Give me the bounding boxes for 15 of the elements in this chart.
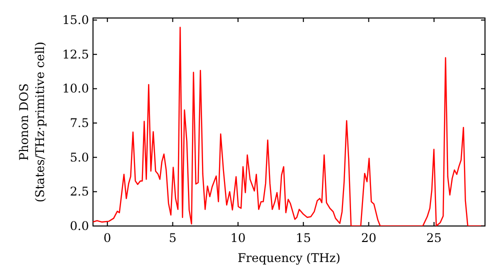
x-tick-label: 0 [104, 231, 112, 245]
y-tick-label: 2.5 [70, 184, 89, 199]
y-axis-title: Phonon DOS (States/THz·primitive cell) [17, 42, 47, 202]
y-tick-label: 12.5 [62, 47, 89, 62]
y-tick-label: 10.0 [62, 82, 89, 96]
y-tick-label: 15.0 [62, 13, 89, 28]
y-tick-label: 5.0 [70, 150, 89, 164]
x-tick-label: 15 [296, 231, 312, 245]
x-tick-label: 5 [168, 231, 177, 245]
x-tick-label: 20 [361, 231, 376, 245]
x-tick-label: 10 [230, 231, 246, 245]
x-axis-title: Frequency (THz) [238, 251, 340, 265]
y-tick-label: 7.5 [70, 116, 89, 130]
y-tick-label: 0.0 [70, 219, 89, 233]
x-tick-label: 25 [426, 231, 442, 245]
